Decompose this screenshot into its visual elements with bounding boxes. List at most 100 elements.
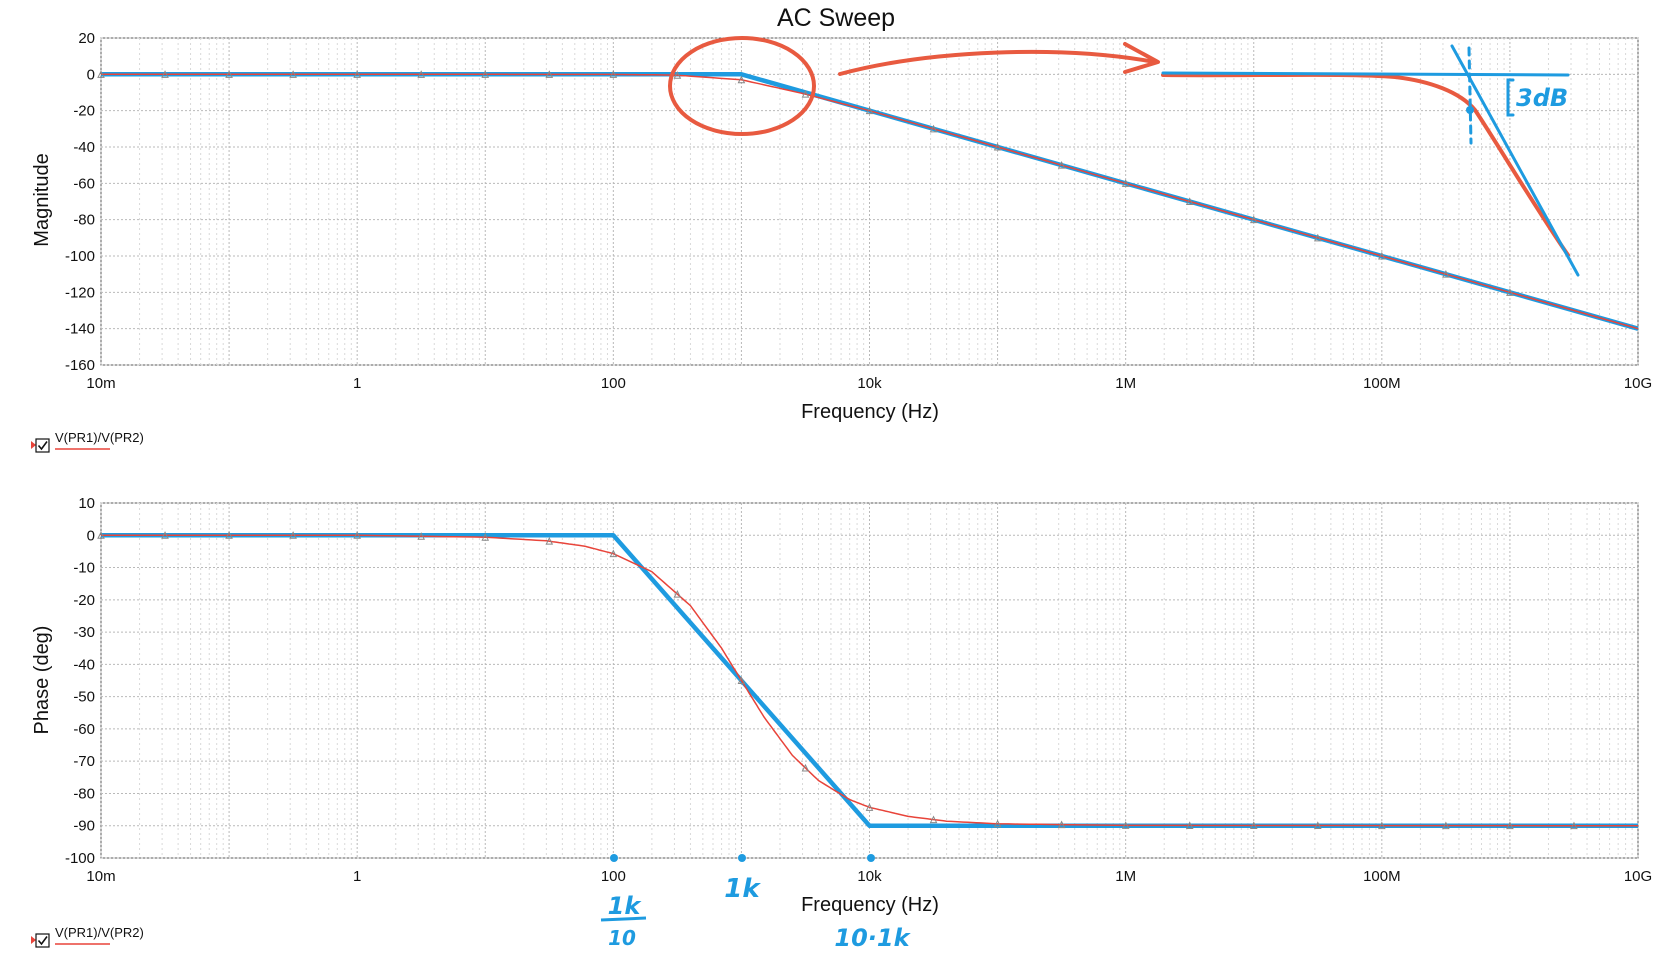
magnitude-y-tick-labels: 20 0 -20 -40 -60 -80 -100 -120 -140 -160: [65, 30, 95, 374]
data-point-marker: [865, 106, 874, 115]
decade-below-dot-marker: [610, 854, 618, 862]
data-point-marker: [737, 75, 746, 84]
corner-frequency-dot-marker: [738, 854, 746, 862]
x-tick-label: 100M: [1363, 375, 1401, 392]
data-point-marker: [289, 531, 297, 539]
data-point-marker: [1057, 161, 1066, 169]
phase-ink-annotations: 1k 10 1k 10·1k: [600, 854, 912, 952]
y-tick-label: -80: [73, 212, 95, 229]
data-point-marker: [161, 70, 169, 78]
decade-below-label-top: 1k: [608, 892, 643, 920]
corner-frequency-label: 1k: [724, 874, 761, 904]
simulated-response-line: [101, 534, 1638, 827]
phase-y-axis-title: Phase (deg): [31, 626, 53, 735]
data-point-marker: [481, 70, 490, 78]
magnitude-plot: 10m 1 100 10k 1M 100M 10G 20 0 -20 -40 -60 -80 -100 -…: [31, 30, 1652, 423]
x-tick-label: 10k: [857, 375, 882, 392]
data-point-marker: [1313, 821, 1322, 830]
data-point-marker: [225, 70, 233, 78]
y-tick-label: 10: [78, 495, 95, 512]
magnitude-y-axis-title: Magnitude: [31, 153, 53, 246]
data-point-marker: [353, 70, 361, 78]
x-tick-label: 10k: [857, 868, 882, 885]
decade-above-label: 10·1k: [834, 924, 911, 952]
data-point-marker: [1506, 288, 1514, 296]
x-tick-label: 10G: [1624, 868, 1652, 885]
y-tick-label: -60: [73, 175, 95, 192]
legend-marker-icon: [31, 441, 36, 449]
y-tick-label: -100: [65, 248, 95, 265]
y-tick-label: -30: [73, 624, 95, 641]
data-point-marker: [673, 71, 682, 79]
decade-above-dot-marker: [867, 854, 875, 862]
phase-legend-label: V(PR1)/V(PR2): [55, 925, 144, 940]
cutoff-dashed-marker: [1467, 46, 1473, 145]
legend-checkbox[interactable]: [35, 933, 50, 948]
y-tick-label: -100: [65, 850, 95, 867]
y-tick-label: -10: [73, 560, 95, 577]
data-point-marker: [673, 590, 682, 598]
y-tick-label: 0: [87, 66, 95, 83]
3db-bracket-annotation: [1506, 78, 1515, 117]
y-tick-label: -20: [73, 592, 95, 609]
data-point-marker: [417, 70, 426, 78]
legend-checkbox[interactable]: [35, 438, 50, 453]
zoom-arrowhead-annotation: [1123, 42, 1160, 74]
y-tick-label: -80: [73, 785, 95, 802]
y-tick-label: -20: [73, 103, 95, 120]
data-point-marker: [929, 124, 938, 133]
magnitude-legend[interactable]: V(PR1)/V(PR2): [31, 430, 144, 453]
data-point-marker: [801, 90, 810, 98]
phase-legend[interactable]: V(PR1)/V(PR2): [31, 925, 144, 948]
magnitude-legend-label: V(PR1)/V(PR2): [55, 430, 144, 445]
phase-x-tick-labels: 10m 1 100 10k 1M 100M 10G: [86, 868, 1652, 885]
legend-check-icon: [37, 936, 48, 946]
data-point-marker: [1570, 821, 1578, 830]
data-point-marker: [929, 815, 938, 824]
data-point-marker: [417, 532, 426, 540]
data-point-marker: [993, 142, 1002, 151]
x-tick-label: 100M: [1363, 868, 1401, 885]
magnitude-ink-annotations: 3dB: [668, 36, 1580, 277]
data-point-marker: [97, 70, 105, 78]
simulated-response-line: [101, 73, 1639, 330]
y-tick-label: 20: [78, 30, 95, 47]
corner-circle-annotation: [668, 36, 816, 136]
phase-y-tick-labels: 10 0 -10 -20 -30 -40 -50 -60 -70 -80 -90 -100: [65, 495, 95, 867]
decade-below-fraction-bar: [600, 916, 647, 922]
y-tick-label: -90: [73, 818, 95, 835]
cutoff-dot-marker: [1466, 106, 1474, 114]
magnitude-x-tick-labels: 10m 1 100 10k 1M 100M 10G: [86, 375, 1652, 392]
x-tick-label: 1M: [1115, 375, 1136, 392]
data-point-marker: [161, 531, 169, 539]
data-point-marker: [1249, 215, 1258, 224]
data-point-marker: [993, 819, 1002, 828]
data-point-marker: [353, 531, 361, 539]
data-point-marker: [1442, 270, 1450, 278]
x-tick-label: 100: [601, 868, 626, 885]
x-tick-label: 1: [353, 868, 361, 885]
data-point-marker: [865, 803, 874, 811]
data-point-marker: [1121, 821, 1130, 829]
3db-label-annotation: 3dB: [1516, 84, 1568, 112]
data-point-marker: [481, 533, 490, 541]
data-point-marker: [1442, 821, 1450, 830]
y-tick-label: -160: [65, 357, 95, 374]
data-point-marker: [737, 676, 746, 684]
x-tick-label: 100: [601, 375, 626, 392]
data-point-marker: [1185, 197, 1194, 205]
data-point-marker: [1121, 179, 1130, 187]
phase-series: [97, 531, 1638, 830]
y-tick-label: -60: [73, 721, 95, 738]
zoom-arrow-annotation: [838, 49, 1157, 76]
y-tick-label: -50: [73, 689, 95, 706]
x-tick-label: 1M: [1115, 868, 1136, 885]
data-point-marker: [609, 549, 618, 558]
y-tick-label: -40: [73, 139, 95, 156]
data-point-marker: [1185, 821, 1194, 829]
decade-below-label-bottom: 10: [608, 926, 636, 950]
magnitude-x-axis-title: Frequency (Hz): [801, 401, 939, 423]
data-point-marker: [609, 70, 618, 78]
magnitude-series: [97, 70, 1639, 331]
